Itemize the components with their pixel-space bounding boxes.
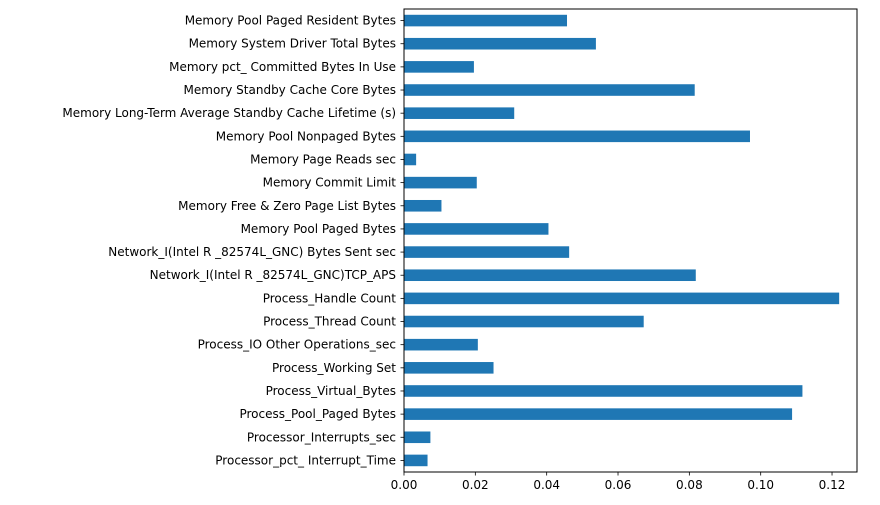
bar — [404, 153, 417, 166]
y-tick-label: Memory Page Reads sec — [250, 152, 396, 166]
y-tick-label: Processor_Interrupts_sec — [247, 430, 396, 444]
x-tick-label: 0.10 — [747, 478, 774, 492]
y-tick-label: Processor_pct_ Interrupt_Time — [215, 453, 396, 467]
bars-group — [404, 14, 840, 467]
bar — [404, 431, 431, 444]
bar — [404, 338, 478, 351]
y-tick-label: Memory System Driver Total Bytes — [189, 37, 396, 51]
bar — [404, 107, 515, 119]
y-tick-label: Memory Long-Term Average Standby Cache L… — [62, 106, 396, 120]
x-tick-label: 0.08 — [676, 478, 703, 492]
y-tick-label: Memory Commit Limit — [263, 176, 397, 190]
x-axis: 0.00 0.02 0.04 0.06 0.08 0.10 0.12 — [391, 472, 846, 492]
plot-frame — [403, 8, 858, 473]
y-tick-label: Memory Pool Paged Resident Bytes — [185, 14, 396, 28]
y-tick-label: Process_Thread Count — [263, 315, 396, 329]
bar — [404, 84, 695, 96]
y-tick-label: Memory Pool Paged Bytes — [241, 222, 396, 236]
y-tick-label: Network_I(Intel R _82574L_GNC) Bytes Sen… — [108, 245, 396, 259]
y-tick-label: Network_I(Intel R _82574L_GNC)TCP_APS — [150, 268, 396, 282]
x-tick-label: 0.12 — [819, 478, 846, 492]
bar — [404, 269, 696, 282]
y-tick-label: Process_Handle Count — [263, 291, 397, 305]
bar — [404, 130, 750, 143]
x-tick-label: 0.04 — [533, 478, 560, 492]
x-tick-label: 0.02 — [462, 478, 489, 492]
y-tick-label: Memory Standby Cache Core Bytes — [184, 83, 396, 97]
bar — [404, 223, 549, 235]
y-tick-label: Process_Virtual_Bytes — [266, 384, 396, 398]
x-tick-label: 0.06 — [605, 478, 632, 492]
bar — [404, 176, 477, 189]
bar — [404, 362, 494, 374]
bar — [404, 199, 442, 212]
y-tick-label: Process_Working Set — [272, 361, 396, 375]
x-tick-label: 0.00 — [391, 478, 418, 492]
bar — [404, 61, 474, 73]
y-tick-label: Process_IO Other Operations_sec — [198, 338, 396, 352]
bar — [404, 246, 570, 258]
y-tick-label: Process_Pool_Paged Bytes — [239, 407, 396, 421]
bar — [404, 408, 793, 420]
bar — [404, 454, 428, 467]
bar — [404, 315, 644, 328]
y-axis-labels: Processor_pct_ Interrupt_Time Processor_I… — [62, 14, 404, 467]
bar — [404, 292, 840, 305]
y-tick-label: Memory pct_ Committed Bytes In Use — [169, 60, 396, 74]
bar — [404, 14, 568, 27]
y-tick-label: Memory Free & Zero Page List Bytes — [178, 199, 396, 213]
y-tick-label: Memory Pool Nonpaged Bytes — [216, 129, 396, 143]
bar — [404, 37, 596, 50]
bar — [404, 385, 803, 397]
